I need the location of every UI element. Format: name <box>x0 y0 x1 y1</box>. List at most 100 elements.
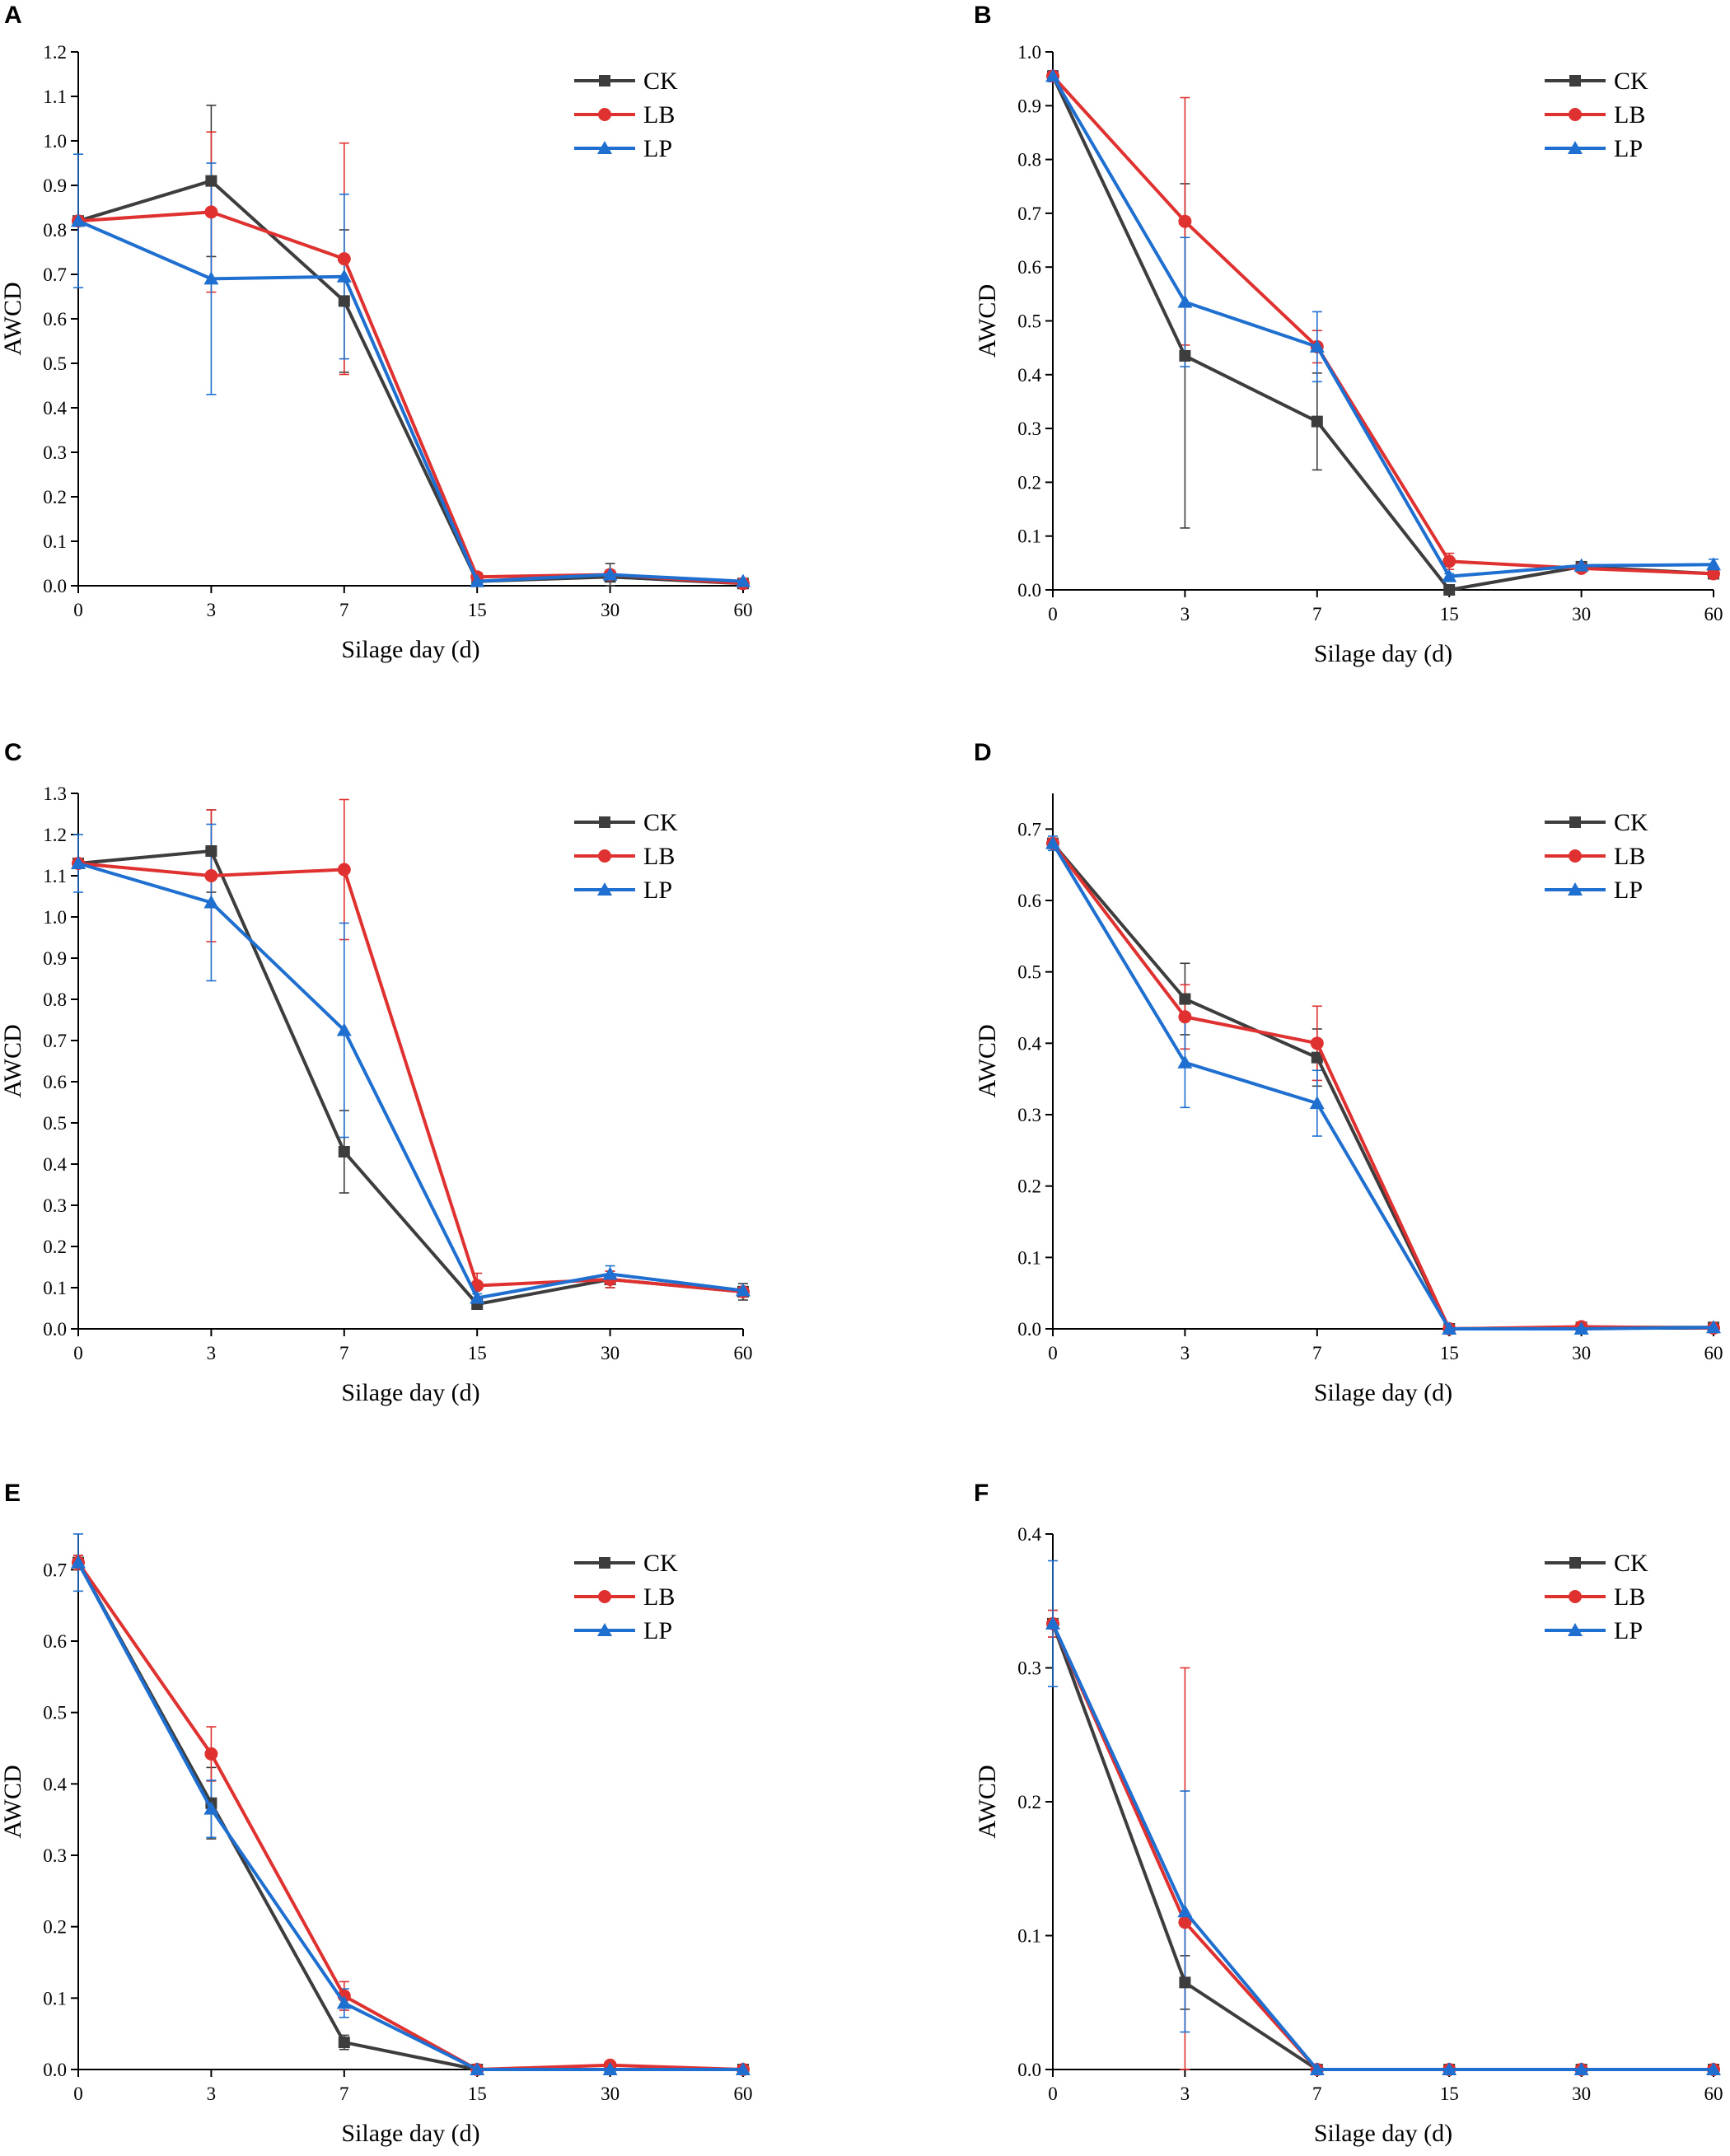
x-tick-label: 7 <box>1312 1343 1322 1363</box>
data-point-lp <box>1177 1904 1193 1918</box>
data-point-lp <box>1177 294 1193 308</box>
y-tick-label: 0.4 <box>1017 1524 1041 1545</box>
legend-marker-lb <box>1569 849 1582 863</box>
y-tick-label: 0.6 <box>43 1072 67 1092</box>
series-line-lb <box>1051 75 1714 576</box>
x-tick-label: 30 <box>601 2084 620 2104</box>
x-tick-label: 3 <box>1181 1343 1190 1363</box>
legend-marker-lb <box>598 1590 611 1603</box>
legend-marker-ck <box>1569 75 1581 87</box>
x-tick-label: 7 <box>1312 2084 1322 2104</box>
data-point-lp <box>1045 1616 1060 1630</box>
y-tick-label: 0.9 <box>43 175 67 196</box>
series-line-lp <box>77 219 744 583</box>
data-point-lp <box>1573 1321 1589 1335</box>
legend-marker-lb <box>1569 108 1582 121</box>
y-tick-label: 0.5 <box>1017 962 1041 983</box>
data-point-lp <box>470 2062 485 2075</box>
legend-label-ck: CK <box>643 1550 678 1577</box>
x-tick-label: 60 <box>1704 1343 1723 1363</box>
data-point-lb <box>1442 554 1456 568</box>
y-axis-title: AWCD <box>0 1024 26 1097</box>
series-line-ck <box>77 179 744 586</box>
y-tick-label: 0.9 <box>43 948 67 969</box>
y-tick-label: 0.7 <box>1017 203 1041 224</box>
data-point-lp <box>1309 2062 1325 2075</box>
x-tick-label: 7 <box>339 2084 349 2104</box>
data-point-ck <box>1179 349 1191 362</box>
x-tick-label: 0 <box>1048 1343 1058 1363</box>
legend-label-lp: LP <box>1614 1617 1643 1644</box>
data-point-ck <box>338 1146 350 1158</box>
x-tick-label: 15 <box>468 2084 487 2104</box>
y-tick-label: 0.6 <box>1017 257 1041 278</box>
y-tick-label: 0.1 <box>43 1278 67 1298</box>
panel-letter: C <box>4 739 22 766</box>
series-line-lp <box>77 1561 743 2071</box>
x-tick-label: 0 <box>1048 604 1058 624</box>
y-tick-label: 0.6 <box>43 309 67 330</box>
series-line-lp <box>1051 1623 1714 2071</box>
y-tick-label: 0.4 <box>43 398 67 419</box>
x-tick-label: 3 <box>207 1343 217 1363</box>
series-line-lb <box>77 1561 744 2071</box>
x-tick-label: 15 <box>1440 1343 1459 1363</box>
data-point-ck <box>1179 1976 1191 1989</box>
x-tick-label: 15 <box>1440 604 1459 624</box>
y-tick-label: 0.2 <box>1017 472 1041 493</box>
data-point-lp <box>1706 557 1721 571</box>
legend-marker-lp <box>597 1623 612 1636</box>
x-axis-title: Silage day (d) <box>1314 2120 1452 2147</box>
y-tick-label: 0.3 <box>43 1845 67 1866</box>
series-line-lp <box>1051 842 1714 1331</box>
y-axis-title: AWCD <box>974 284 1001 358</box>
panel-e: E 0.0 0.1 0.2 0.3 0.4 0.5 0.6 0.7 0 3 7 15 30 60 Silage… <box>0 1480 753 2147</box>
y-tick-label: 0.5 <box>43 353 67 374</box>
data-point-lb <box>337 252 351 266</box>
y-tick-label: 0.7 <box>43 1031 67 1051</box>
y-axis-title: AWCD <box>974 1024 1001 1097</box>
series-line-ck <box>1051 842 1714 1331</box>
y-tick-label: 0.3 <box>43 1195 67 1216</box>
y-tick-label: 0.2 <box>43 1237 67 1257</box>
data-point-lp <box>71 856 86 869</box>
legend-label-lp: LP <box>643 877 672 904</box>
legend-label-ck: CK <box>1614 809 1648 836</box>
data-point-ck <box>1443 584 1456 596</box>
legend-label-ck: CK <box>643 809 678 836</box>
legend-marker-ck <box>599 1557 610 1569</box>
x-tick-label: 60 <box>734 2084 753 2104</box>
y-tick-label: 0.4 <box>1017 365 1041 386</box>
data-point-lp <box>1045 835 1060 849</box>
y-tick-label: 0.5 <box>43 1113 67 1134</box>
data-point-ck <box>1311 415 1323 428</box>
x-tick-label: 0 <box>73 1343 83 1363</box>
panel-letter: D <box>974 739 992 766</box>
x-tick-label: 30 <box>601 1343 620 1363</box>
y-tick-label: 0.6 <box>43 1631 67 1652</box>
x-tick-label: 30 <box>1572 604 1591 624</box>
x-tick-label: 0 <box>73 2084 83 2104</box>
data-point-lp <box>602 1266 618 1280</box>
y-tick-label: 0.5 <box>43 1703 67 1723</box>
y-tick-label: 1.1 <box>43 87 67 107</box>
data-point-lp <box>336 1022 352 1036</box>
data-point-lb <box>1178 1010 1192 1024</box>
legend-label-lp: LP <box>643 135 672 162</box>
data-point-ck <box>1179 993 1191 1005</box>
data-point-lp <box>203 1801 219 1815</box>
data-point-lp <box>602 567 618 581</box>
data-point-lb <box>1310 1036 1324 1050</box>
y-tick-label: 0.3 <box>43 442 67 463</box>
data-point-ck <box>205 845 217 857</box>
data-point-ck <box>338 295 350 307</box>
data-point-lp <box>736 1283 750 1297</box>
x-tick-label: 60 <box>1704 2084 1723 2104</box>
y-tick-label: 0.5 <box>1017 311 1041 332</box>
y-tick-label: 0.1 <box>43 531 67 552</box>
y-tick-label: 0.8 <box>43 989 67 1010</box>
data-point-lp <box>1706 2062 1721 2075</box>
x-axis-title: Silage day (d) <box>1314 1379 1452 1406</box>
x-axis-title: Silage day (d) <box>1314 640 1452 667</box>
